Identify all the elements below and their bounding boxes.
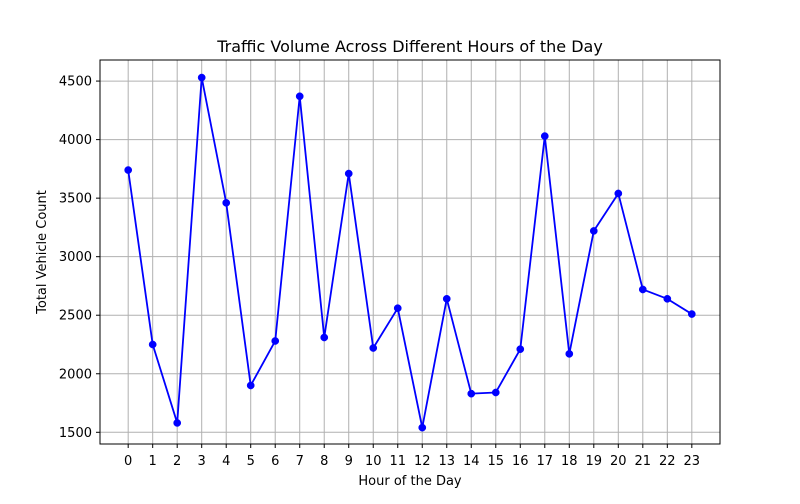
data-point [418, 423, 427, 432]
y-tick-label: 4000 [59, 133, 92, 148]
x-tick-label: 15 [487, 454, 504, 469]
data-point [467, 389, 476, 398]
data-point [124, 166, 133, 174]
data-point [589, 227, 598, 235]
x-tick-label: 5 [247, 454, 255, 469]
x-tick-label: 21 [635, 454, 652, 469]
data-point [638, 285, 647, 294]
x-tick-label: 14 [463, 454, 480, 469]
y-tick-label: 1500 [59, 426, 92, 441]
x-tick-label: 13 [438, 454, 455, 469]
y-axis: 1500 2000 2500 3000 3500 4000 4500 [59, 75, 100, 441]
data-point [393, 304, 402, 313]
data-point [271, 337, 280, 345]
x-tick-label: 12 [414, 454, 431, 469]
data-point [295, 92, 304, 101]
y-tick-label: 3000 [59, 250, 92, 265]
x-tick-label: 1 [149, 454, 157, 469]
x-tick-label: 11 [389, 454, 406, 469]
grid-lines [100, 60, 720, 444]
y-axis-label: Total Vehicle Count [35, 190, 50, 315]
x-tick-label: 6 [271, 454, 279, 469]
data-point [442, 294, 451, 303]
data-point [246, 381, 255, 390]
x-tick-label: 22 [659, 454, 676, 469]
x-tick-label: 19 [586, 454, 603, 469]
series-layer [124, 73, 696, 432]
data-point [197, 73, 206, 82]
x-tick-label: 18 [561, 454, 578, 469]
data-point [516, 345, 525, 354]
chart-title: Traffic Volume Across Different Hours of… [216, 37, 603, 56]
data-point [344, 169, 353, 178]
data-point [320, 333, 329, 342]
x-tick-label: 23 [684, 454, 701, 469]
x-axis-label: Hour of the Day [358, 474, 462, 489]
data-point [173, 419, 182, 427]
y-tick-label: 2500 [59, 309, 92, 324]
y-tick-label: 3500 [59, 192, 92, 207]
data-point [565, 350, 574, 358]
data-point [222, 198, 231, 207]
x-tick-label: 7 [296, 454, 304, 469]
data-point [687, 310, 696, 318]
data-point [148, 340, 157, 349]
x-tick-label: 9 [345, 454, 353, 469]
x-tick-label: 4 [222, 454, 230, 469]
x-tick-label: 3 [198, 454, 206, 469]
x-axis: 0 1 2 3 4 5 6 7 8 9 10 11 12 13 14 15 16 17 18 19 20 21 22 23 [124, 444, 700, 469]
plot-area [99, 59, 721, 445]
data-point [369, 344, 378, 352]
x-tick-label: 20 [610, 454, 627, 469]
x-tick-label: 2 [173, 454, 181, 469]
y-tick-label: 2000 [59, 367, 92, 382]
data-point [614, 189, 623, 198]
x-tick-label: 10 [365, 454, 382, 469]
data-point [540, 132, 549, 140]
x-tick-label: 16 [512, 454, 529, 469]
data-point [491, 388, 500, 397]
series-line [127, 76, 693, 429]
x-tick-label: 0 [124, 454, 132, 469]
x-tick-label: 8 [320, 454, 328, 469]
data-point [663, 294, 672, 303]
x-tick-label: 17 [537, 454, 554, 469]
y-tick-label: 4500 [59, 75, 92, 90]
